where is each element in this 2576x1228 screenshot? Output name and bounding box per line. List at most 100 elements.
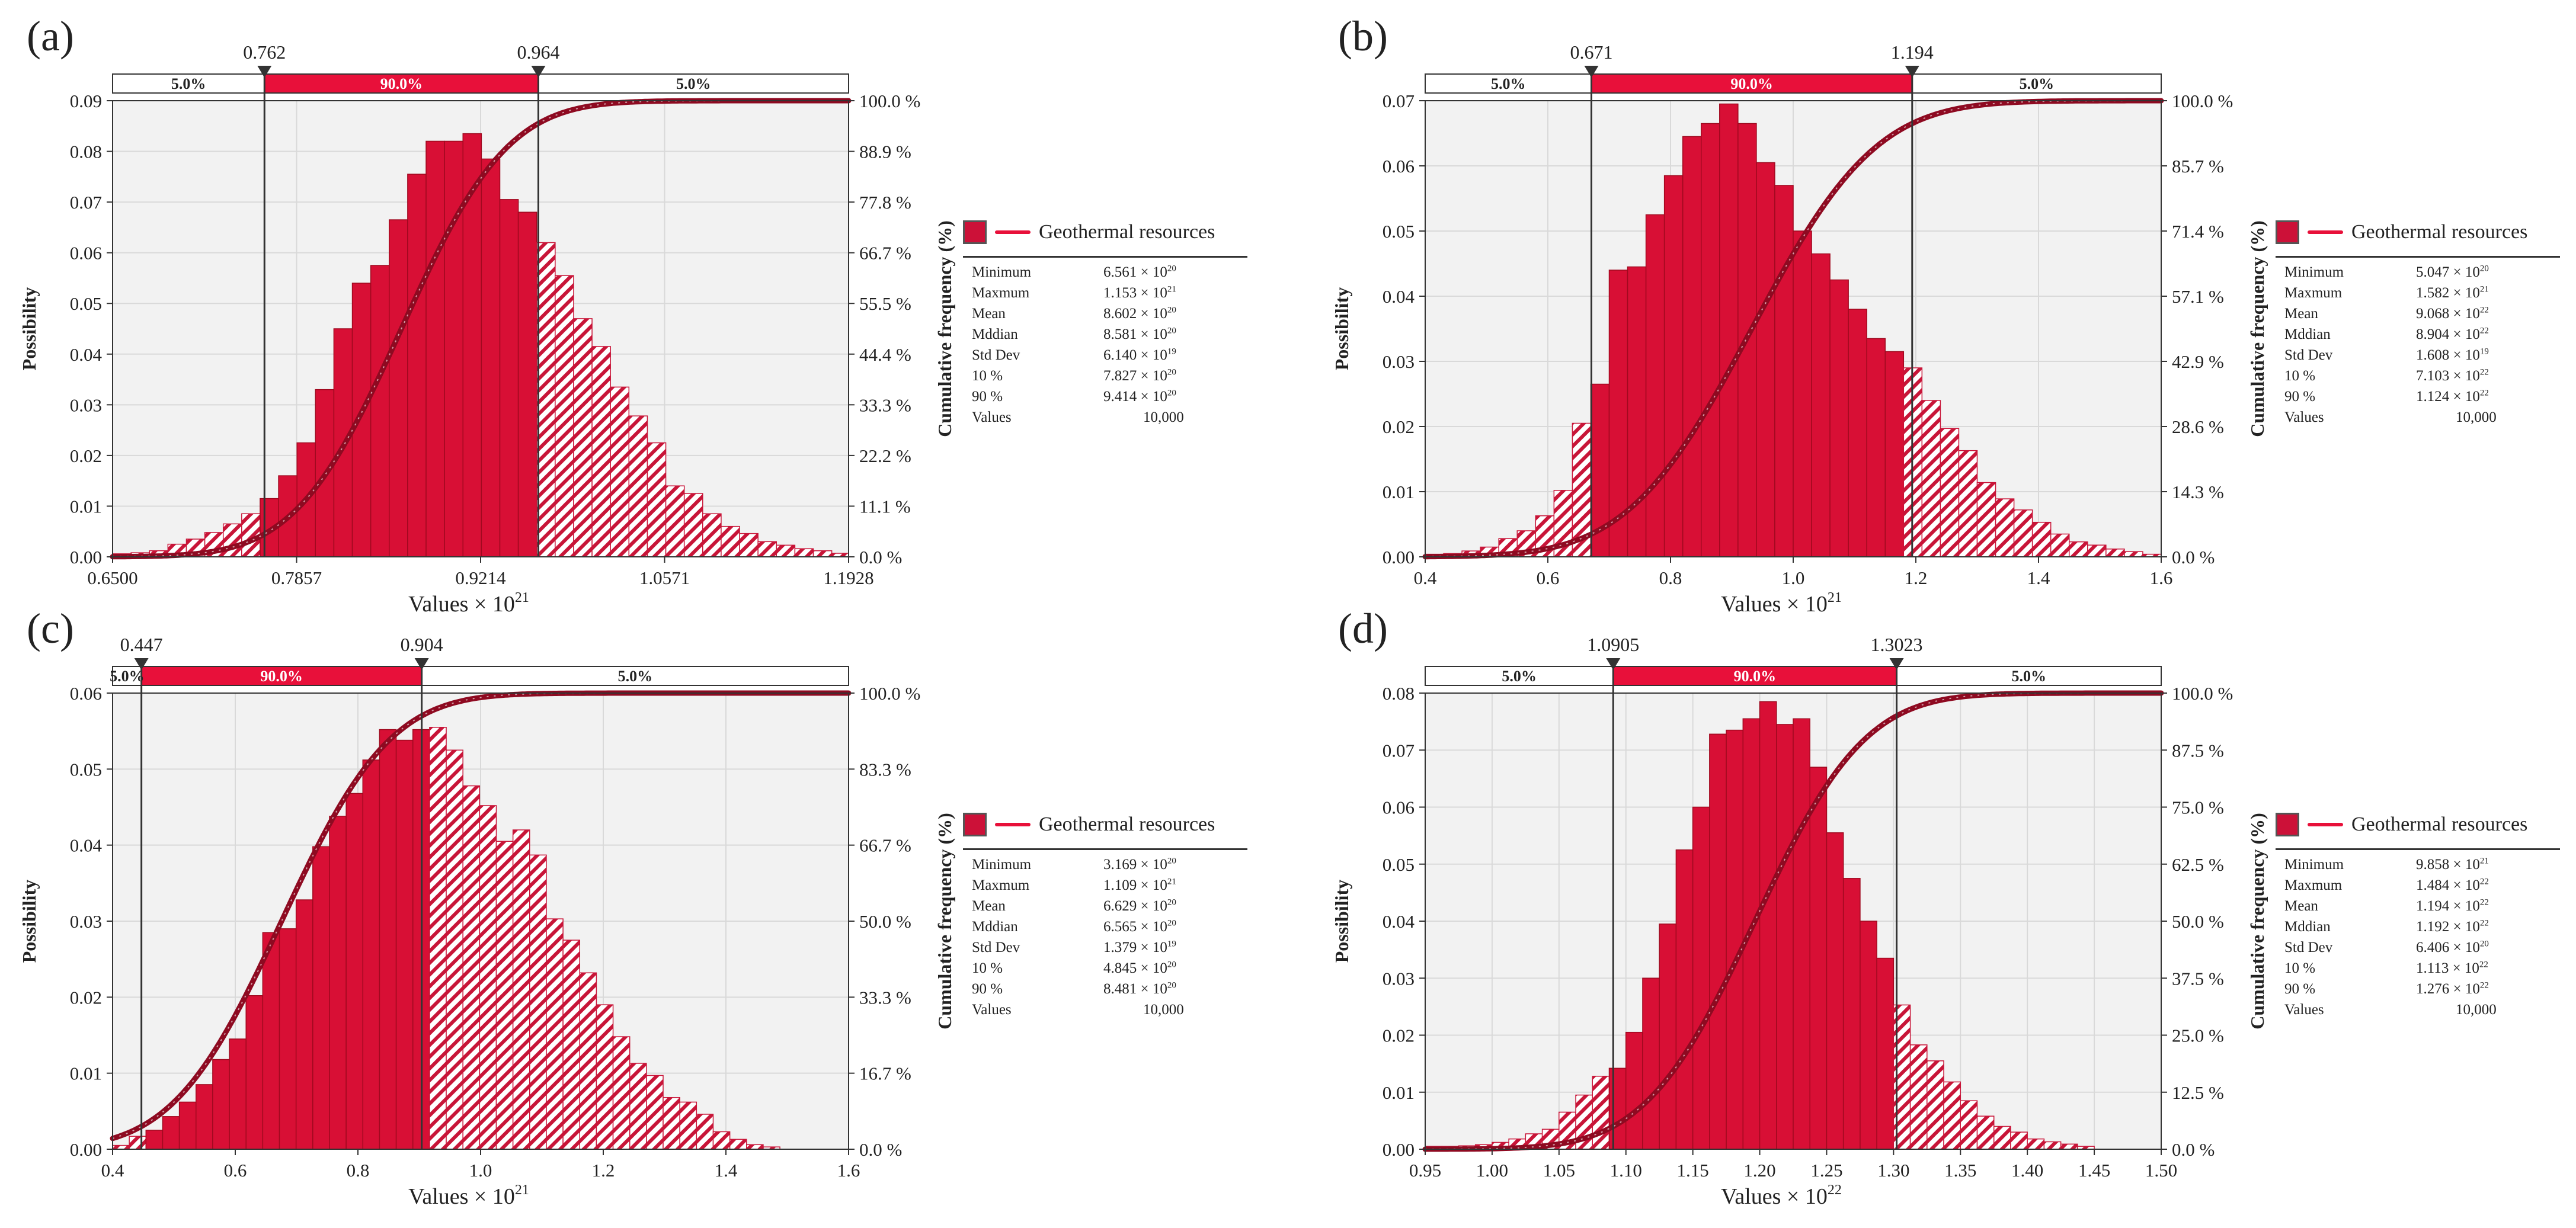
stat-value: 1.276 × 1022 xyxy=(2416,980,2489,997)
legend-divider xyxy=(2276,256,2560,258)
legend-swatch xyxy=(963,813,987,836)
histogram-bar-tail xyxy=(579,972,597,1150)
histogram-bar xyxy=(1726,729,1744,1150)
histogram-bar xyxy=(262,932,280,1150)
y-tick-label: 0.06 xyxy=(1383,797,1415,818)
histogram-bar-tail xyxy=(2105,549,2125,557)
stat-name: Mddian xyxy=(972,326,1018,342)
histogram-bar xyxy=(196,1084,213,1150)
band-left-pct: 5.0% xyxy=(1502,668,1537,685)
histogram-bar xyxy=(1776,724,1794,1150)
legend-swatch xyxy=(2276,813,2299,836)
histogram-bar xyxy=(1809,767,1828,1150)
legend-line xyxy=(2308,823,2343,826)
histogram-bar xyxy=(1884,351,1905,557)
histogram-bar-tail xyxy=(479,805,497,1150)
y2-tick-label: 0.0 % xyxy=(859,1139,902,1160)
y2-tick-label: 0.0 % xyxy=(2172,1139,2215,1160)
percentile-label: 1.194 xyxy=(1891,41,1934,63)
legend-swatch xyxy=(963,220,987,244)
y2-tick-label: 50.0 % xyxy=(859,911,911,932)
histogram-bar xyxy=(1692,806,1710,1150)
histogram-bar-tail xyxy=(1592,1076,1610,1150)
histogram-bar xyxy=(425,140,445,557)
legend-swatch xyxy=(2276,220,2299,244)
y2-tick-label: 100.0 % xyxy=(859,683,920,704)
histogram-bar-tail xyxy=(612,1036,631,1150)
y-tick-label: 0.05 xyxy=(70,759,102,780)
histogram-bar-tail xyxy=(2124,551,2143,557)
histogram-bar xyxy=(1675,849,1694,1150)
chart-panel: 0.6500 0.7857 0.9214 1.0571 1.1928 0.00 0.01 0.… xyxy=(0,0,1288,614)
histogram-bar xyxy=(481,158,501,557)
histogram-bar xyxy=(1826,832,1844,1150)
y-tick-label: 0.03 xyxy=(1383,968,1415,989)
histogram-bar-tail xyxy=(446,749,463,1150)
band-left-pct: 5.0% xyxy=(110,668,145,685)
histogram-bar-tail xyxy=(2013,509,2033,557)
x-tick-label: 1.00 xyxy=(1476,1160,1508,1181)
stat-name: Std Dev xyxy=(972,347,1020,363)
x-tick-label: 1.50 xyxy=(2145,1160,2177,1181)
y2-tick-label: 66.7 % xyxy=(859,243,911,264)
histogram-bar xyxy=(212,1059,230,1150)
y-tick-label: 0.05 xyxy=(1383,221,1415,242)
stat-value: 7.103 × 1022 xyxy=(2416,367,2489,384)
histogram-bar-tail xyxy=(2027,1138,2045,1150)
histogram-bar xyxy=(1627,266,1647,557)
histogram-bar xyxy=(444,140,464,557)
stat-value: 1.582 × 1021 xyxy=(2416,284,2489,301)
histogram-bar-tail xyxy=(596,1004,614,1150)
y-tick-label: 0.08 xyxy=(1383,683,1415,704)
histogram-bar-tail xyxy=(746,1144,764,1150)
y-tick-label: 0.02 xyxy=(70,445,102,466)
stat-value: 3.169 × 1020 xyxy=(1103,856,1176,873)
confidence-band-middle xyxy=(1612,666,1897,686)
stat-name: 10 % xyxy=(2284,960,2316,976)
histogram-bar-tail xyxy=(1921,400,1941,557)
stat-value: 6.561 × 1020 xyxy=(1103,264,1176,280)
histogram-bar xyxy=(1719,103,1739,557)
percentile-marker xyxy=(134,658,149,670)
histogram-bar-tail xyxy=(1958,450,1978,557)
histogram-bar-tail xyxy=(2010,1131,2028,1150)
histogram-bar xyxy=(1876,957,1895,1150)
x-tick-label: 1.05 xyxy=(1543,1160,1575,1181)
histogram-bar xyxy=(260,498,279,557)
histogram-bar-tail xyxy=(529,854,547,1150)
histogram-bar xyxy=(333,328,353,557)
histogram-bar-tail xyxy=(665,485,685,557)
x-tick-label: 0.8 xyxy=(347,1160,370,1181)
histogram-bar-tail xyxy=(721,525,740,557)
x-tick-label: 0.9214 xyxy=(455,567,506,588)
y2-tick-label: 44.4 % xyxy=(859,344,911,365)
histogram-bar xyxy=(145,1130,164,1150)
y2-axis-label: Cumulative frequency (%) xyxy=(934,220,955,437)
histogram-bar xyxy=(1625,1031,1643,1150)
histogram-bar xyxy=(1642,977,1660,1150)
chart-panel: 0.4 0.6 0.8 1.0 1.2 1.4 1.6 0.00 0.01 0.02 0.03 0.0… xyxy=(0,592,1288,1206)
histogram-bar-tail xyxy=(757,541,777,557)
histogram-bar-tail xyxy=(663,1096,680,1150)
legend-line xyxy=(995,230,1031,234)
histogram-bar xyxy=(312,846,330,1150)
y-tick-label: 0.02 xyxy=(1383,416,1415,437)
y-axis-label: Possibility xyxy=(1331,880,1352,963)
y-tick-label: 0.04 xyxy=(1383,286,1415,307)
stat-name: Std Dev xyxy=(972,940,1020,956)
y-tick-label: 0.01 xyxy=(70,496,102,517)
panel-label: (c) xyxy=(27,605,74,652)
histogram-bar xyxy=(1860,921,1877,1150)
stat-value: 9.068 × 1022 xyxy=(2416,305,2489,322)
stat-name: Minimum xyxy=(2284,264,2344,280)
y-tick-label: 0.03 xyxy=(1383,351,1415,372)
histogram-bar xyxy=(395,739,414,1150)
band-right-pct: 5.0% xyxy=(2012,668,2047,685)
histogram-bar xyxy=(1663,175,1684,557)
histogram-bar xyxy=(1811,253,1831,557)
legend-line xyxy=(995,823,1031,826)
x-axis-label: Values × 1021 xyxy=(1721,590,1842,614)
x-tick-label: 0.6 xyxy=(224,1160,247,1181)
x-tick-label: 1.0 xyxy=(1782,567,1805,588)
histogram-bar xyxy=(279,928,297,1150)
